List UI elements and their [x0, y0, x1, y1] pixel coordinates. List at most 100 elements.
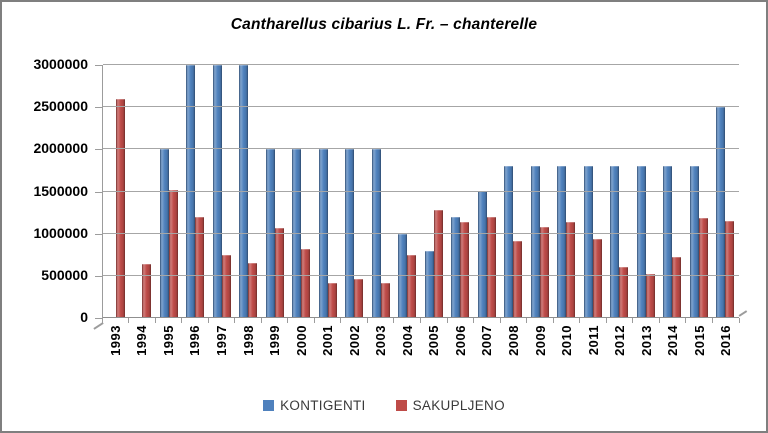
bar-group-2005 [421, 65, 448, 318]
x-axis-tick [101, 318, 103, 323]
bar-kontigenti-2009 [530, 166, 540, 318]
bar-group-1997 [209, 65, 236, 318]
bar-sakupljeno-2007 [486, 217, 496, 318]
bar-group-1995 [156, 65, 183, 318]
bar-kontigenti-2016 [716, 107, 726, 318]
bar-sakupljeno-2012 [619, 267, 629, 318]
x-label-cell: 1993 [102, 325, 129, 356]
x-axis-tick-label: 2012 [612, 325, 628, 356]
bar-group-1999 [262, 65, 289, 318]
x-axis-tick [579, 318, 581, 323]
y-axis-tick [95, 318, 102, 319]
bar-sakupljeno-1996 [195, 217, 205, 318]
bar-kontigenti-1997 [212, 65, 222, 318]
x-label-cell: 1998 [235, 325, 262, 356]
x-axis-tick [552, 318, 554, 323]
bars-layer [103, 65, 739, 318]
gridline [103, 64, 739, 65]
bar-sakupljeno-2001 [327, 283, 337, 318]
x-label-cell: 2013 [633, 325, 660, 356]
bar-sakupljeno-2004 [407, 255, 417, 318]
bar-group-2011 [580, 65, 607, 318]
bar-sakupljeno-2003 [380, 283, 390, 318]
x-axis-tick-label: 1997 [213, 325, 229, 356]
bar-sakupljeno-1998 [248, 263, 258, 318]
x-axis-tick [473, 318, 475, 323]
x-axis-tick-label: 2005 [426, 325, 442, 356]
bar-group-2007 [474, 65, 501, 318]
y-axis-tick-label: 2500000 [33, 98, 88, 115]
bar-sakupljeno-2002 [354, 279, 364, 318]
bar-sakupljeno-2006 [460, 222, 470, 318]
bar-sakupljeno-1993 [115, 99, 125, 318]
bar-kontigenti-2011 [583, 166, 593, 318]
x-axis-tick-label: 1994 [134, 325, 150, 356]
x-axis-tick-label: 2016 [718, 325, 734, 356]
x-axis-tick-label: 2015 [691, 325, 707, 356]
x-axis-tick [605, 318, 607, 323]
bar-sakupljeno-2016 [725, 221, 735, 318]
x-label-cell: 2004 [394, 325, 421, 356]
y-axis-tick [95, 233, 102, 235]
x-axis-tick [366, 318, 368, 323]
x-label-cell: 2010 [553, 325, 580, 356]
x-label-cell: 1997 [208, 325, 235, 356]
x-label-cell: 2003 [367, 325, 394, 356]
bar-group-2008 [501, 65, 528, 318]
x-axis-tick [632, 318, 634, 323]
y-axis-tick [95, 191, 102, 193]
bar-kontigenti-2008 [504, 166, 514, 318]
gridline [103, 106, 739, 108]
x-axis-tick [658, 318, 660, 323]
bar-sakupljeno-2010 [566, 222, 576, 318]
plot-area [102, 64, 739, 318]
bar-kontigenti-1996 [186, 65, 196, 318]
bar-group-2003 [368, 65, 395, 318]
x-label-cell: 2007 [474, 325, 501, 356]
bar-kontigenti-2007 [477, 191, 487, 318]
x-label-cell: 2006 [447, 325, 474, 356]
bar-group-2012 [607, 65, 634, 318]
bar-group-2001 [315, 65, 342, 318]
x-axis-tick [154, 318, 156, 323]
x-axis-tick [738, 318, 740, 323]
y-axis: 0 500000 1000000 1500000 2000000 2500000 30000… [2, 57, 92, 325]
gridline [103, 274, 739, 276]
legend-item-kontigenti: KONTIGENTI [263, 398, 366, 413]
bar-sakupljeno-2005 [433, 210, 443, 318]
bar-kontigenti-2014 [663, 166, 673, 318]
bar-group-2010 [554, 65, 581, 318]
x-label-cell: 2016 [713, 325, 740, 356]
bar-kontigenti-2015 [689, 166, 699, 318]
bar-kontigenti-2013 [636, 166, 646, 318]
x-axis-tick-label: 2008 [505, 325, 521, 356]
bar-kontigenti-2004 [398, 234, 408, 318]
bar-sakupljeno-2009 [539, 227, 549, 318]
bar-group-1993 [103, 65, 130, 318]
x-label-cell: 2001 [314, 325, 341, 356]
bar-kontigenti-2010 [557, 166, 567, 318]
bar-group-2014 [660, 65, 687, 318]
bar-sakupljeno-2011 [592, 239, 602, 318]
y-axis-tick [95, 275, 102, 277]
x-label-cell: 1999 [261, 325, 288, 356]
bar-sakupljeno-1994 [142, 264, 152, 318]
bar-kontigenti-1998 [239, 65, 249, 318]
bar-group-2000 [289, 65, 316, 318]
bar-sakupljeno-1999 [274, 228, 284, 318]
x-label-cell: 2015 [686, 325, 713, 356]
x-axis-tick-label: 2004 [399, 325, 415, 356]
x-label-cell: 2002 [341, 325, 368, 356]
x-axis-tick [234, 318, 236, 323]
y-axis-tick [95, 65, 102, 66]
x-axis-tick [313, 318, 315, 323]
gridline [103, 148, 739, 150]
x-axis-tick-label: 2014 [665, 325, 681, 356]
y-axis-tick-label: 500000 [41, 266, 88, 283]
x-axis-line [103, 317, 739, 318]
x-axis-tick [393, 318, 395, 323]
x-axis-tick-label: 2007 [479, 325, 495, 356]
x-axis-tick [207, 318, 209, 323]
x-label-cell: 2000 [288, 325, 315, 356]
x-label-cell: 2014 [659, 325, 686, 356]
